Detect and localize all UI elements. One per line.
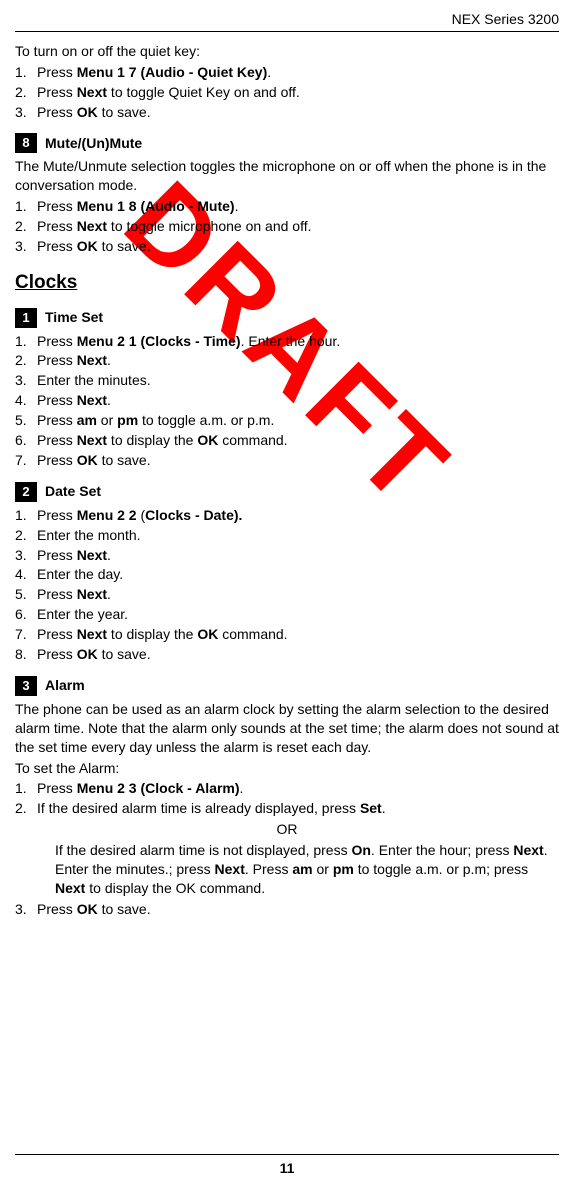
mute-intro: The Mute/Unmute selection toggles the mi… xyxy=(15,157,559,195)
step-row: 1.Press Menu 2 1 (Clocks - Time). Enter … xyxy=(15,332,559,351)
timeset-steps: 1.Press Menu 2 1 (Clocks - Time). Enter … xyxy=(15,332,559,470)
step-row: 4.Press Next. xyxy=(15,391,559,410)
timeset-badge: 1 xyxy=(15,308,37,328)
alarm-sub: If the desired alarm time is not display… xyxy=(55,841,559,898)
step-row: 6.Enter the year. xyxy=(15,605,559,624)
step-row: 7.Press OK to save. xyxy=(15,451,559,470)
alarm-title: Alarm xyxy=(45,676,85,695)
alarm-intro2: To set the Alarm: xyxy=(15,759,559,778)
step-row: 7.Press Next to display the OK command. xyxy=(15,625,559,644)
clocks-heading: Clocks xyxy=(15,270,559,296)
dateset-steps: 1.Press Menu 2 2 (Clocks - Date).2.Enter… xyxy=(15,506,559,664)
alarm-section-header: 3 Alarm xyxy=(15,676,559,696)
quiet-key-steps: 1.Press Menu 1 7 (Audio - Quiet Key).2.P… xyxy=(15,63,559,122)
page-number: 11 xyxy=(280,1160,295,1176)
step-row: 1.Press Menu 2 3 (Clock - Alarm). xyxy=(15,779,559,798)
step-row: 3.Enter the minutes. xyxy=(15,371,559,390)
step-row: 3.Press OK to save. xyxy=(15,103,559,122)
step-row: 1.Press Menu 2 2 (Clocks - Date). xyxy=(15,506,559,525)
dateset-badge: 2 xyxy=(15,482,37,502)
mute-steps: 1.Press Menu 1 8 (Audio - Mute).2.Press … xyxy=(15,197,559,256)
timeset-title: Time Set xyxy=(45,308,103,327)
header-product: NEX Series 3200 xyxy=(15,10,559,32)
step-row: 2.If the desired alarm time is already d… xyxy=(15,799,559,818)
page-footer: 11 xyxy=(0,1154,574,1178)
dateset-section-header: 2 Date Set xyxy=(15,482,559,502)
alarm-steps: 1.Press Menu 2 3 (Clock - Alarm).2.If th… xyxy=(15,779,559,818)
timeset-section-header: 1 Time Set xyxy=(15,308,559,328)
step-row: 6.Press Next to display the OK command. xyxy=(15,431,559,450)
step-row: 2.Enter the month. xyxy=(15,526,559,545)
alarm-badge: 3 xyxy=(15,676,37,696)
step-row: 1.Press Menu 1 7 (Audio - Quiet Key). xyxy=(15,63,559,82)
quiet-key-intro: To turn on or off the quiet key: xyxy=(15,42,559,61)
step-row: 5.Press Next. xyxy=(15,585,559,604)
step-row: 3.Press OK to save. xyxy=(15,900,559,919)
step-row: 3.Press OK to save. xyxy=(15,237,559,256)
alarm-step3: 3.Press OK to save. xyxy=(15,900,559,919)
step-row: 3.Press Next. xyxy=(15,546,559,565)
step-row: 4.Enter the day. xyxy=(15,565,559,584)
step-row: 1.Press Menu 1 8 (Audio - Mute). xyxy=(15,197,559,216)
alarm-or: OR xyxy=(15,820,559,839)
step-row: 5.Press am or pm to toggle a.m. or p.m. xyxy=(15,411,559,430)
step-row: 2.Press Next to toggle Quiet Key on and … xyxy=(15,83,559,102)
step-row: 2.Press Next. xyxy=(15,351,559,370)
mute-badge: 8 xyxy=(15,133,37,153)
mute-section-header: 8 Mute/(Un)Mute xyxy=(15,133,559,153)
step-row: 2.Press Next to toggle microphone on and… xyxy=(15,217,559,236)
mute-title: Mute/(Un)Mute xyxy=(45,134,142,153)
step-row: 8.Press OK to save. xyxy=(15,645,559,664)
alarm-intro: The phone can be used as an alarm clock … xyxy=(15,700,559,757)
dateset-title: Date Set xyxy=(45,482,101,501)
